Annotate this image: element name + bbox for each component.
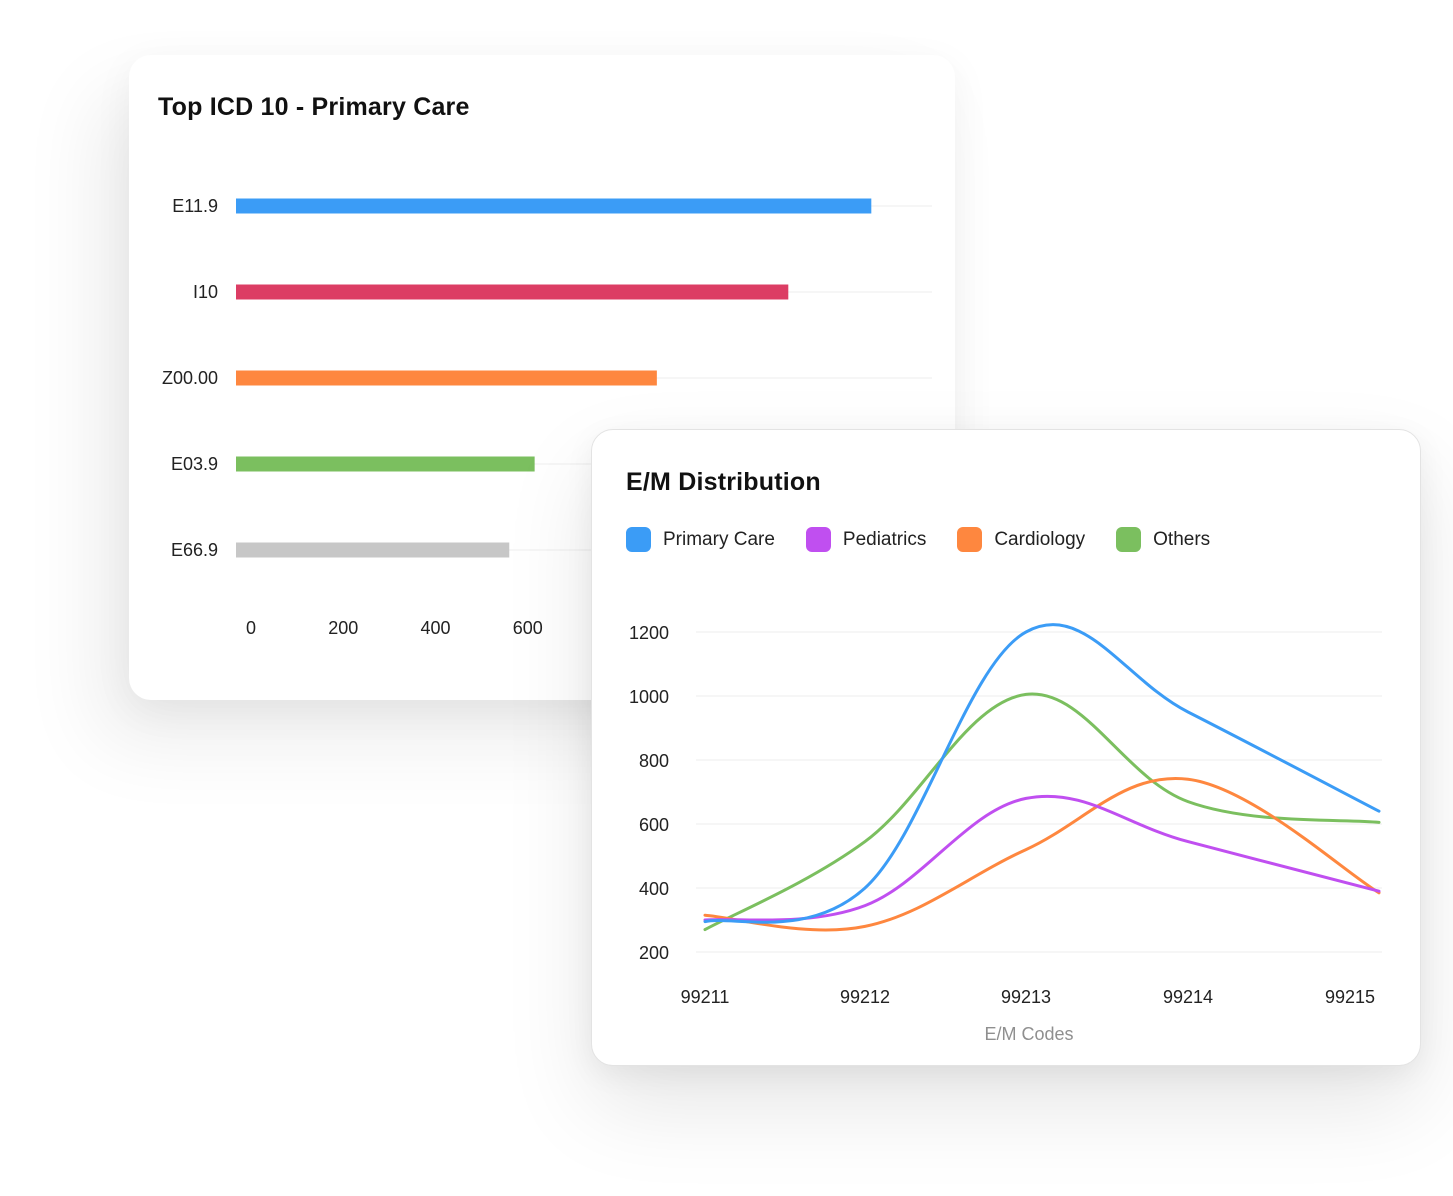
em-y-tick-label: 800 — [639, 751, 669, 771]
legend-item[interactable]: Cardiology — [957, 527, 1085, 552]
legend-label: Primary Care — [663, 528, 775, 550]
legend-swatch — [805, 527, 831, 552]
icd-bar-chart: E11.9 I10 Z00.00 E03.9 E66.9 0 200 400 600 — [162, 196, 932, 638]
em-y-tick-label: 400 — [639, 879, 669, 899]
icd-x-tick-label: 200 — [328, 618, 358, 638]
em-x-tick-label: 99211 — [681, 987, 730, 1007]
legend-item[interactable]: Others — [1116, 527, 1210, 552]
legend-swatch — [626, 527, 651, 552]
legend-item[interactable]: Primary Care — [626, 527, 775, 552]
em-y-tick-label: 1200 — [629, 623, 669, 643]
legend-swatch — [1116, 527, 1142, 552]
icd-category-label: E03.9 — [171, 454, 218, 474]
em-legend: Primary Care Pediatrics Cardiology Others — [626, 527, 1241, 552]
em-x-tick-label: 99215 — [1325, 987, 1375, 1007]
icd-category-label: I10 — [193, 282, 218, 302]
icd-category-label: Z00.00 — [162, 368, 218, 388]
em-y-tick-label: 1000 — [629, 687, 669, 707]
em-x-axis-label: E/M Codes — [984, 1024, 1073, 1044]
icd-bar — [236, 284, 789, 300]
icd-category-label: E66.9 — [171, 540, 218, 560]
legend-item[interactable]: Pediatrics — [805, 527, 927, 552]
icd-bar — [236, 542, 510, 558]
em-series-line-others — [703, 692, 1381, 932]
em-x-tick-label: 99212 — [840, 987, 890, 1007]
icd-x-tick-label: 0 — [246, 618, 256, 638]
legend-swatch — [957, 527, 983, 552]
icd-chart-card: Top ICD 10 - Primary Care E11.9 I10 Z00.00… — [129, 55, 955, 700]
em-y-tick-label: 600 — [639, 815, 669, 835]
em-x-tick-label: 99214 — [1163, 987, 1213, 1007]
em-series-line-cardiology — [703, 776, 1381, 932]
icd-x-tick-label: 400 — [420, 618, 450, 638]
legend-label: Pediatrics — [842, 528, 927, 550]
icd-x-tick-label: 600 — [513, 618, 543, 638]
icd-category-label: E11.9 — [172, 196, 218, 216]
em-chart-card: E/M Distribution Primary Care Pediatrics C… — [591, 429, 1421, 1066]
icd-bar — [236, 456, 535, 472]
em-chart-title: E/M Distribution — [626, 468, 821, 496]
legend-label: Cardiology — [994, 528, 1086, 550]
icd-chart-title: Top ICD 10 - Primary Care — [158, 93, 470, 121]
em-y-tick-label: 200 — [639, 943, 669, 963]
icd-bar — [236, 370, 657, 386]
em-series-line-primary-care — [703, 623, 1381, 924]
em-series-line-pediatrics — [703, 794, 1381, 922]
em-x-tick-label: 99213 — [1001, 987, 1051, 1007]
em-line-chart: 200 400 600 800 1000 1200 99211 99212 99213 99214… — [629, 623, 1382, 1044]
icd-bar — [236, 198, 872, 214]
legend-label: Others — [1153, 528, 1211, 550]
